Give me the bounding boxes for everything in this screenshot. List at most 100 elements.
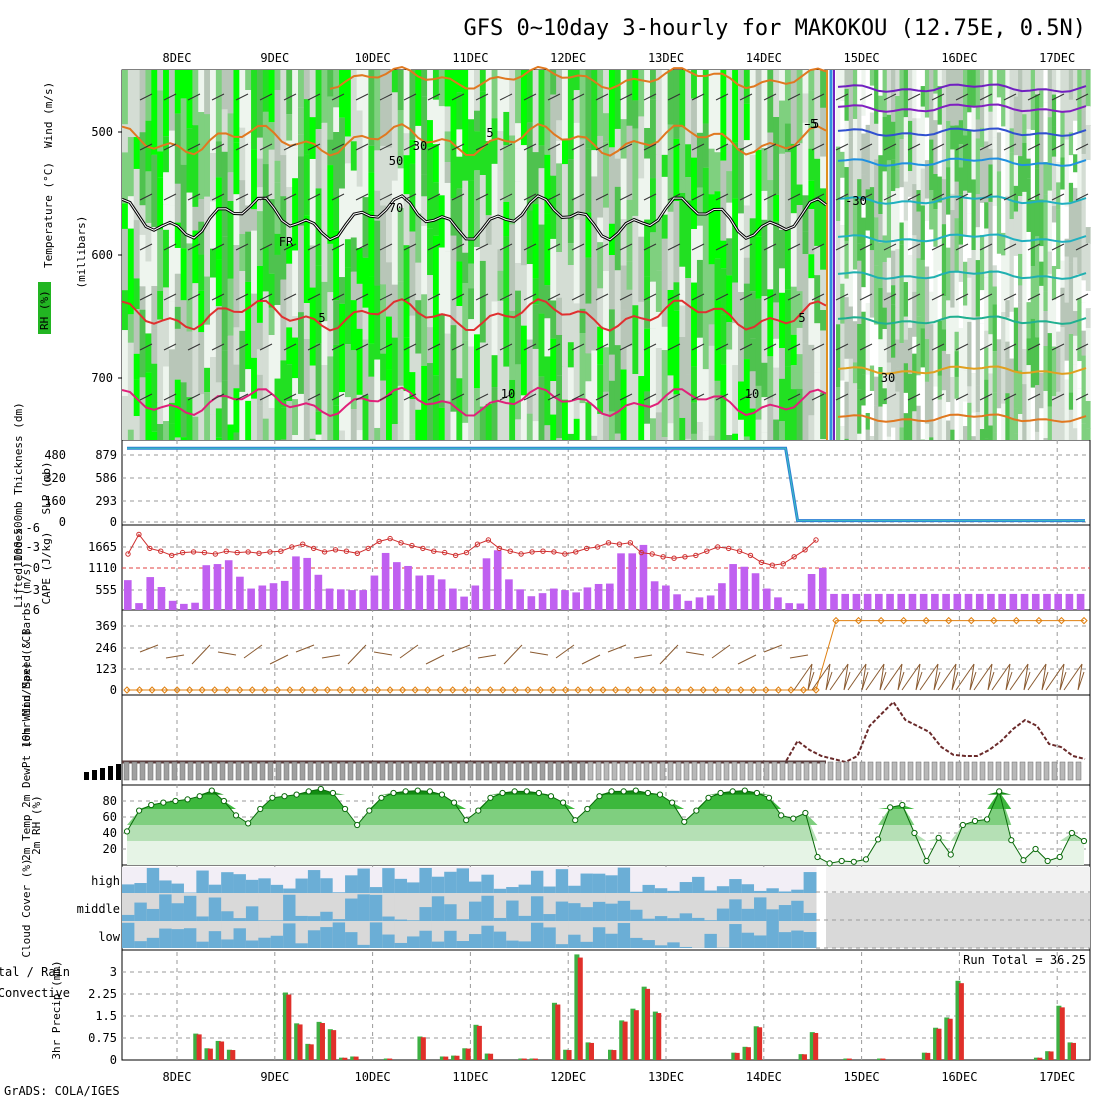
rh-point — [862, 856, 870, 863]
rh-cell — [298, 107, 305, 135]
minmax-bar — [291, 761, 298, 781]
cloud-cell — [617, 900, 631, 921]
rh-cell — [1026, 422, 1032, 440]
rh-cell — [743, 283, 751, 360]
rh-cell — [1073, 428, 1078, 440]
rh-cell — [292, 378, 299, 400]
rh-cell — [691, 433, 698, 440]
minmax-bar — [899, 761, 906, 781]
rh-cell — [937, 124, 943, 177]
wind-barb — [667, 393, 681, 401]
rh-cell — [767, 180, 774, 223]
lifted-index-point — [179, 549, 186, 556]
x-tick-label-top: 8DEC — [163, 51, 192, 65]
rh-point — [1068, 829, 1075, 837]
cloud-cell — [146, 937, 160, 948]
rh-cell — [1013, 155, 1019, 186]
cloud-cell — [729, 924, 743, 948]
wind-barb — [811, 393, 825, 401]
rh-cell — [802, 93, 809, 123]
rh-cell — [941, 350, 947, 391]
rh-cell — [1047, 251, 1053, 274]
wind-barb — [955, 243, 969, 251]
wind-barb — [1003, 393, 1017, 401]
temperature-contour — [837, 315, 1087, 325]
precip-convective-bar — [353, 1056, 359, 1060]
rh-cell — [186, 243, 193, 332]
rh-cell — [245, 142, 252, 206]
wind-barb — [529, 651, 549, 656]
rh-cell — [1043, 391, 1049, 439]
wind-barb — [979, 193, 993, 201]
rh-cell — [127, 70, 135, 138]
rh-cell — [503, 70, 510, 112]
rh-cell — [192, 70, 199, 126]
rh-cell — [450, 70, 457, 141]
rh-cell — [1013, 307, 1019, 372]
rh-cell — [421, 294, 428, 366]
cloud-cell — [382, 934, 396, 948]
cape-bar — [886, 593, 894, 610]
wind-barb — [643, 293, 657, 301]
cloud-bg-cell — [543, 893, 557, 921]
rh-cell — [796, 184, 804, 206]
rh-cell — [661, 70, 669, 155]
cloud-bg-cell — [692, 921, 705, 948]
rh-cell — [198, 332, 205, 395]
contour-label: 5 — [798, 311, 805, 325]
rh-cell — [1068, 262, 1074, 335]
rh-cell — [726, 171, 733, 203]
rh-cell — [344, 163, 352, 240]
minmax-bar — [755, 761, 762, 781]
rh-cell — [761, 432, 768, 440]
wind-speed-marker — [674, 686, 682, 694]
thickness-tick-label: 0 — [59, 515, 66, 529]
rh-cell — [1043, 291, 1049, 312]
rh-cell — [468, 180, 475, 264]
rh-cell — [1001, 70, 1006, 127]
rh-cell — [899, 427, 905, 440]
rh-point — [899, 801, 906, 809]
rh-cell — [916, 118, 922, 191]
wind-barb — [979, 243, 993, 251]
rh-cell — [836, 146, 841, 221]
wind-barb — [835, 393, 849, 401]
rh-cell — [380, 145, 387, 206]
rh-cell — [954, 70, 960, 126]
rh-cell — [732, 323, 739, 366]
lifted-index-point — [136, 531, 142, 538]
cape-bar — [762, 588, 771, 610]
wind-barb — [1075, 293, 1089, 301]
rh-cell — [808, 148, 815, 181]
rh-cell — [996, 171, 1002, 232]
rh-cell — [163, 229, 170, 288]
run-total: Run Total = 36.25 — [963, 953, 1086, 967]
rh-cell — [309, 365, 317, 439]
rh-cell — [204, 222, 211, 277]
rh-cell — [808, 415, 815, 440]
rh-cell — [380, 380, 387, 440]
temperature-legend-label: Temperature (°C) — [42, 162, 55, 268]
lifted-index-point — [343, 548, 350, 554]
rh-cell — [256, 70, 264, 138]
cape-bar — [135, 603, 143, 610]
cape-bar — [437, 579, 446, 610]
rh-cell — [368, 172, 375, 212]
rh-cell — [591, 435, 598, 440]
rh-cell — [886, 292, 892, 363]
wind-speed-marker — [599, 686, 607, 694]
rh-cell — [650, 328, 657, 419]
precip-axis-label: 3hr Precip (mm) — [50, 960, 63, 1059]
wind-barb — [379, 143, 393, 151]
rh-cell — [1068, 392, 1074, 410]
rh-cell — [550, 94, 557, 176]
li-tick-label: -3 — [26, 540, 40, 554]
cape-bar — [303, 557, 311, 610]
rh-cell — [1005, 195, 1011, 239]
cloud-bg-cell — [493, 893, 507, 921]
rh-cell — [450, 411, 457, 440]
cape-bar — [830, 593, 838, 610]
minmax-bar — [1019, 761, 1026, 781]
rh-cell — [779, 229, 786, 269]
